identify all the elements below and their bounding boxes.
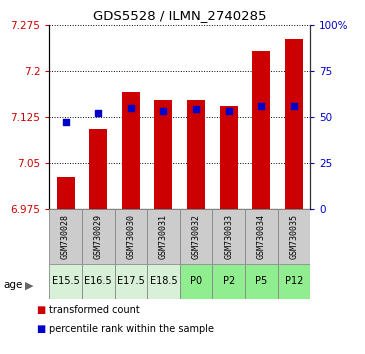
Text: transformed count: transformed count [49,305,140,315]
Text: GSM730032: GSM730032 [192,214,201,259]
Bar [115,264,147,299]
Point [95,110,101,116]
Text: P2: P2 [223,276,235,286]
Text: GSM730035: GSM730035 [289,214,299,259]
Bar [147,264,180,299]
Text: E18.5: E18.5 [150,276,177,286]
Point [291,103,297,109]
Bar [147,209,180,264]
Bar [278,264,310,299]
Text: P12: P12 [285,276,303,286]
Bar [49,264,82,299]
Bar [154,100,172,209]
Bar [180,209,212,264]
Text: GSM730029: GSM730029 [94,214,103,259]
Text: E16.5: E16.5 [84,276,112,286]
Bar [115,209,147,264]
Bar [252,51,270,209]
Point [258,103,264,109]
Text: ■: ■ [36,305,46,315]
Bar [82,264,115,299]
Point [63,120,69,125]
Bar [122,92,140,209]
Bar [82,209,115,264]
Text: GSM730031: GSM730031 [159,214,168,259]
Text: GSM730034: GSM730034 [257,214,266,259]
Text: age: age [4,280,23,290]
Bar [212,264,245,299]
Bar [220,107,238,209]
Bar [285,39,303,209]
Bar [180,264,212,299]
Bar [212,209,245,264]
Point [193,107,199,112]
Title: GDS5528 / ILMN_2740285: GDS5528 / ILMN_2740285 [93,9,266,22]
Bar [245,209,278,264]
Text: P5: P5 [255,276,268,286]
Text: GSM730033: GSM730033 [224,214,233,259]
Text: ▶: ▶ [25,281,33,291]
Text: GSM730028: GSM730028 [61,214,70,259]
Text: P0: P0 [190,276,202,286]
Bar [245,264,278,299]
Bar [49,209,82,264]
Text: percentile rank within the sample: percentile rank within the sample [49,324,214,334]
Text: GSM730030: GSM730030 [126,214,135,259]
Bar [89,129,107,209]
Text: E15.5: E15.5 [52,276,80,286]
Point [161,108,166,114]
Text: E17.5: E17.5 [117,276,145,286]
Point [226,108,232,114]
Bar [278,209,310,264]
Text: ■: ■ [36,324,46,334]
Bar [187,100,205,209]
Point [128,105,134,110]
Bar [57,177,74,209]
